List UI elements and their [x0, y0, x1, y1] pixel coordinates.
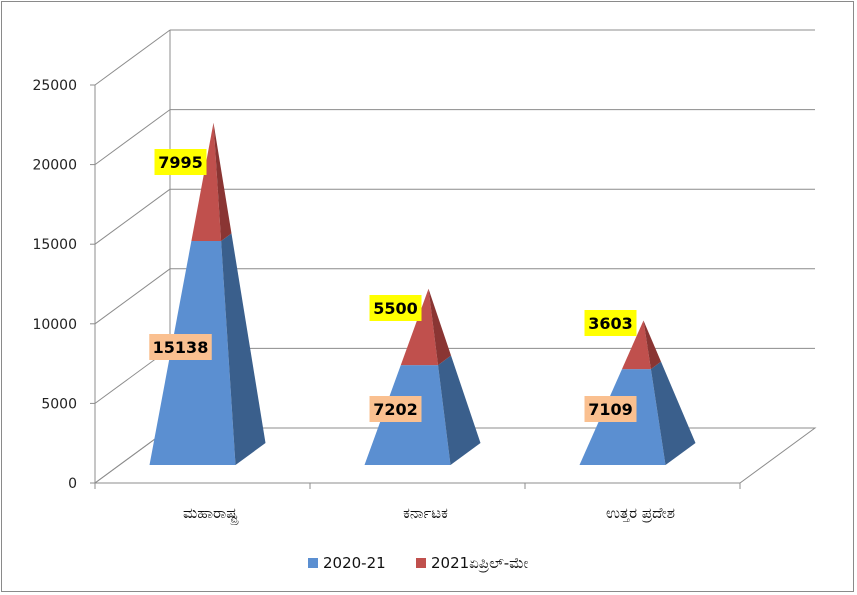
- y-axis: 0 5000 10000 15000 20000 25000: [32, 78, 95, 492]
- pyramid-tip-side: [213, 122, 232, 242]
- data-label-2020-21-bg: [149, 334, 212, 360]
- data-labels: 15138 7995 7202 5500 7109 3603: [149, 149, 637, 422]
- pyramid-tip-front: [191, 122, 222, 242]
- pyramid-tip-side: [643, 320, 661, 370]
- y-tick-label: 5000: [41, 396, 77, 412]
- data-label-2020-21-text: 7109: [588, 400, 633, 419]
- legend-label: 2020-21: [323, 554, 386, 572]
- y-tick-label: 20000: [32, 158, 77, 174]
- legend: 2020-21 2021ಏಪ್ರಿಲ್-ಮೇ: [308, 554, 529, 572]
- pyramid-segment-side: [438, 355, 481, 465]
- y-tick-label: 10000: [32, 317, 77, 333]
- data-label-2021-april-may: 7995: [154, 149, 207, 175]
- y-tick-label: 0: [68, 476, 77, 492]
- x-category-label: ಕರ್ನಾಟಕ: [403, 504, 448, 522]
- y-tick-label: 15000: [32, 237, 77, 253]
- data-label-2021-april-may-text: 5500: [373, 299, 418, 318]
- x-category-label: ಮಹಾರಾಷ್ಟ್ರ: [183, 504, 239, 525]
- legend-label: 2021ಏಪ್ರಿಲ್-ಮೇ: [431, 554, 529, 572]
- data-label-2021-april-may-text: 3603: [588, 314, 633, 333]
- data-label-2021-april-may-text: 7995: [158, 153, 203, 172]
- data-label-2020-21: 15138: [149, 334, 212, 360]
- data-label-2021-april-may-bg: [154, 149, 207, 175]
- data-label-2021-april-may: 5500: [369, 295, 422, 321]
- gridline-side-20000: [94, 109, 171, 166]
- y-tick-label: 25000: [32, 78, 77, 94]
- data-label-2020-21-bg: [369, 396, 422, 422]
- legend-swatch: [308, 558, 318, 568]
- legend-swatch: [416, 558, 426, 568]
- data-label-2020-21: 7202: [369, 396, 422, 422]
- data-label-2020-21-bg: [584, 396, 637, 422]
- x-category-label: ಉತ್ತರ ಪ್ರದೇಶ: [606, 504, 675, 522]
- pyramid-segment-side: [221, 233, 266, 465]
- data-label-2021-april-may: 3603: [584, 310, 637, 336]
- pyramid-tip-front: [400, 288, 439, 366]
- data-label-2020-21-text: 7202: [373, 400, 418, 419]
- gridline-side-25000: [94, 29, 171, 86]
- pyramid-tip-front: [621, 320, 651, 370]
- pyramid-segment-side: [650, 361, 696, 465]
- data-label-2021-april-may-bg: [369, 295, 422, 321]
- x-axis: ಮಹಾರಾಷ್ಟ್ರ ಕರ್ನಾಟಕ ಉತ್ತರ ಪ್ರದೇಶ: [94, 483, 741, 525]
- data-label-2021-april-may-bg: [584, 310, 637, 336]
- data-label-2020-21: 7109: [584, 396, 637, 422]
- gridline-side-10000: [94, 268, 171, 325]
- data-label-2020-21-text: 15138: [153, 338, 209, 357]
- pyramid-tip-side: [428, 288, 452, 366]
- gridline-side-15000: [94, 188, 171, 245]
